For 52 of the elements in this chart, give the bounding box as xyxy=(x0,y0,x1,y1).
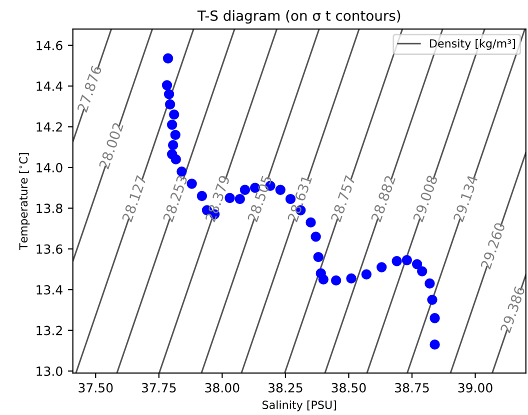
x-tick-label: 38.00 xyxy=(205,383,240,392)
point xyxy=(361,269,372,280)
point xyxy=(427,294,438,305)
annotation: 28.379 xyxy=(204,174,230,222)
point xyxy=(392,256,402,266)
x-tick-label: 38.75 xyxy=(395,383,429,392)
point xyxy=(424,278,435,289)
point xyxy=(417,266,428,276)
point xyxy=(186,178,197,189)
point xyxy=(412,259,422,270)
point xyxy=(275,184,286,195)
x-tick-label: 39.00 xyxy=(458,383,492,392)
annotation: 29.260 xyxy=(480,222,506,270)
point xyxy=(168,140,178,150)
point xyxy=(330,275,342,286)
point xyxy=(346,273,356,284)
y-tick-label: 13.4 xyxy=(36,285,62,295)
point xyxy=(169,109,180,120)
y-tick-label: 13.8 xyxy=(36,204,62,214)
point xyxy=(164,99,176,110)
y-tick-label: 14.0 xyxy=(36,162,62,172)
annotation: 28.127 xyxy=(122,175,147,222)
point xyxy=(430,340,440,350)
point xyxy=(166,120,178,130)
point xyxy=(162,53,174,64)
point xyxy=(162,80,172,90)
point xyxy=(170,154,181,164)
y-tick-label: 13.2 xyxy=(36,326,62,336)
point xyxy=(234,194,245,204)
point xyxy=(402,255,412,266)
y-tick-label: 13.6 xyxy=(36,244,62,254)
x-tick-label: 37.75 xyxy=(142,383,176,392)
chart-title: T-S diagram (on σ t contours) xyxy=(197,10,400,24)
point xyxy=(318,274,329,285)
point xyxy=(313,252,324,262)
y-tick-label: 13.0 xyxy=(36,366,62,376)
x-axis-title: Salinity [PSU] xyxy=(262,400,336,412)
y-tick-label: 14.2 xyxy=(36,122,62,132)
annotation: 27.876 xyxy=(76,65,102,113)
legend-label: Density [kg/m³] xyxy=(430,39,515,50)
annotation: 28.757 xyxy=(330,175,356,222)
point xyxy=(376,262,387,272)
x-tick-label: 38.50 xyxy=(332,383,366,392)
x-tick-label: 38.25 xyxy=(268,383,302,392)
point xyxy=(310,232,321,242)
y-tick-label: 14.4 xyxy=(36,82,62,91)
y-tick-label: 14.6 xyxy=(36,40,62,50)
point xyxy=(164,89,174,100)
y-axis-title: Temperature [$^{∘}$C] xyxy=(18,153,30,250)
x-tick-label: 37.50 xyxy=(78,383,113,392)
point xyxy=(430,313,440,324)
point xyxy=(170,130,180,140)
